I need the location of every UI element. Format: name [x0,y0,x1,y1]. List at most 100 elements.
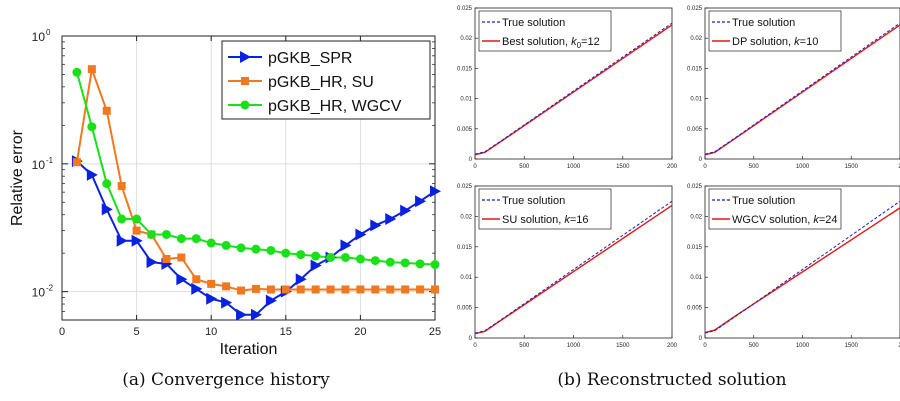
legend-entry-estimate: Best solution, k0=12 [502,36,600,50]
legend-entry-name: SU solution, [502,214,564,226]
x-tick-label: 1500 [845,343,859,349]
legend-box [708,10,842,52]
y-tick-label: 0.015 [687,245,703,251]
y-tick-label: 0.005 [457,127,473,133]
y-tick-label: 0.02 [690,36,702,42]
plot-frame [61,35,436,321]
data-point-0 [250,308,262,321]
legend-entry-estimate: SU solution, k=16 [502,214,589,226]
panel-legend: True solution DP solution, k=10 [708,10,842,52]
y-tick-label: 0.02 [690,214,702,220]
data-point-2 [266,245,276,255]
legend-entry: pGKB_SPR [268,50,352,67]
data-point-1 [102,106,111,115]
data-point-0 [370,219,382,232]
data-point-2 [296,250,306,260]
true-solution-line [474,22,673,155]
y-tick-label: 0.015 [687,66,703,72]
legend-entry-name: DP solution, [732,36,794,48]
legend-entry-true: True solution [732,195,795,207]
x-tick-label: 10 [205,326,217,338]
y-tick-label: 0 [699,336,703,342]
legend-entry-value: =16 [570,214,589,226]
data-point-2 [206,238,216,248]
data-point-2 [385,257,395,267]
data-point-1 [266,285,275,294]
solution-panel-3: 0 500 1000 1500 20000.0050.010.0150.020.025T… [457,184,678,349]
x-tick-label: 0 [473,164,477,170]
panel-legend: True solution Best solution, k0=12 [478,10,612,52]
legend-entry: pGKB_HR, WGCV [268,98,402,115]
y-tick-label: 0 [469,157,473,163]
data-point-2 [87,122,97,132]
caption-right: (b) Reconstructed solution [557,370,786,390]
true-solution-line [474,200,673,334]
legend-entry-name: WGCV solution, [732,214,813,226]
data-point-0 [265,294,277,307]
legend-box [478,188,612,230]
data-point-2 [251,244,261,254]
y-tick-label: 0.015 [457,66,473,72]
data-point-0 [176,273,188,286]
x-tick-label: 1500 [616,164,630,170]
legend-entry-estimate: WGCV solution, k=24 [732,214,837,226]
y-tick-label: 0.02 [460,214,472,220]
x-tick-label: 5 [134,326,140,338]
data-point-2 [400,258,410,268]
legend-entry-subscript: 0 [577,41,582,50]
data-point-0 [131,234,143,247]
y-tick-label: 0 [699,157,703,163]
data-point-1 [401,285,410,294]
data-point-2 [326,252,336,262]
data-point-0 [355,228,367,241]
data-point-2 [430,260,440,270]
data-point-0 [221,296,233,309]
data-point-1 [162,255,171,264]
estimated-solution-line [704,207,900,334]
y-tick-label: 0.005 [457,306,473,312]
legend-marker [241,77,249,85]
legend-box [478,10,612,52]
x-tick-label: 1500 [616,343,630,349]
data-point-0 [101,203,113,216]
data-point-0 [295,273,307,286]
legend-entry-estimate: DP solution, k=10 [732,36,818,48]
y-tick-label: 0.01 [460,97,472,103]
x-tick-label: 1000 [796,164,810,170]
x-tick-label: 200 [667,343,678,349]
data-point-2 [191,234,201,244]
x-tick-label: 1500 [845,164,859,170]
legend-entry-value: =12 [581,36,600,48]
x-tick-label: 0 [703,164,707,170]
data-point-1 [117,182,126,191]
data-point-1 [371,285,380,294]
data-point-0 [415,195,427,208]
data-point-1 [251,284,260,293]
caption-left: (a) Convergence history [122,370,330,390]
data-point-2 [340,252,350,262]
legend-marker [240,51,251,63]
y-tick-label: 0.015 [457,245,473,251]
data-point-0 [340,239,352,252]
data-point-1 [192,275,201,284]
data-point-1 [431,285,439,294]
legend: pGKB_SPR pGKB_HR, SU pGKB_HR, WGCV [221,40,431,120]
data-point-2 [147,229,157,239]
y-tick-exponent: -2 [46,284,54,293]
legend-entry: pGKB_HR, SU [268,74,374,91]
data-point-2 [415,259,425,269]
y-tick-label: 0.01 [460,275,472,281]
data-point-0 [236,308,248,321]
x-tick-label: 0 [473,343,477,349]
data-point-0 [116,234,128,247]
y-tick-exponent: -1 [46,156,54,165]
legend-entry-value: =10 [800,36,819,48]
x-tick-label: 0 [703,343,707,349]
y-tick-label: 10 [32,286,46,300]
data-point-1 [296,285,305,294]
y-tick-label: 0.025 [687,184,703,190]
data-point-2 [117,214,127,224]
legend-entry-k: k [794,36,800,48]
data-point-0 [206,292,218,305]
